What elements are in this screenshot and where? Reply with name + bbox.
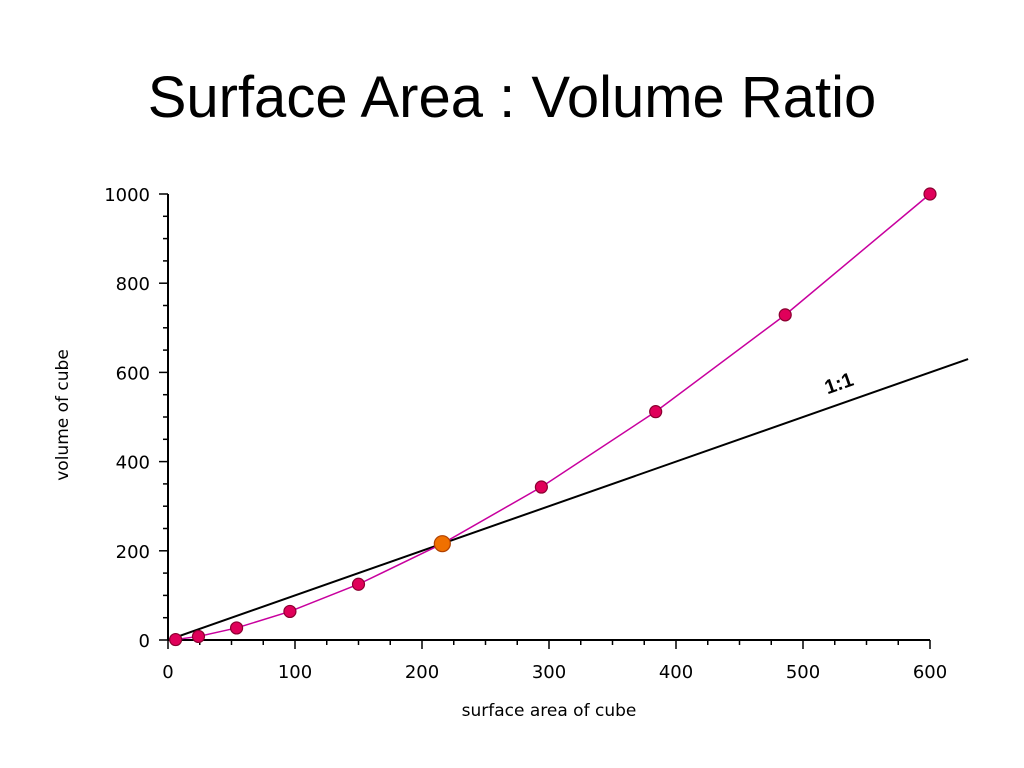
x-tick-label: 100 [278, 662, 312, 683]
data-point [191, 629, 206, 644]
slide-title: Surface Area : Volume Ratio [147, 65, 877, 130]
chart-axes [167, 194, 930, 641]
series-line [175, 193, 931, 641]
chart-ticks: 0 100 200 300 400 500 600 0 200 400 600 800 1000 [104, 185, 947, 683]
data-point [283, 604, 297, 619]
data-point [351, 577, 366, 591]
reference-line-1-1 [167, 358, 969, 641]
y-tick-label: 400 [116, 453, 150, 474]
series-group [169, 187, 937, 647]
reference-line-group: 1:1 [167, 358, 969, 641]
data-point [534, 480, 548, 494]
y-tick-label: 0 [139, 631, 150, 652]
data-point [229, 621, 244, 635]
data-point [778, 308, 792, 322]
x-tick-label: 300 [532, 662, 566, 683]
data-point [169, 632, 183, 647]
reference-line-label: 1:1 [822, 369, 857, 399]
x-tick-label: 0 [162, 662, 173, 683]
data-point [649, 405, 663, 419]
y-axis-label: volume of cube [53, 349, 73, 481]
highlight-point [433, 535, 451, 553]
x-tick-label: 500 [786, 662, 820, 683]
y-tick-label: 600 [116, 363, 150, 384]
x-axis-label: surface area of cube [462, 701, 637, 721]
x-tick-label: 200 [405, 662, 439, 683]
x-tick-label: 600 [913, 662, 947, 683]
x-tick-label: 400 [659, 662, 693, 683]
y-tick-label: 1000 [104, 185, 150, 206]
data-point [923, 187, 937, 201]
y-tick-label: 800 [116, 274, 150, 295]
y-tick-label: 200 [116, 542, 150, 563]
